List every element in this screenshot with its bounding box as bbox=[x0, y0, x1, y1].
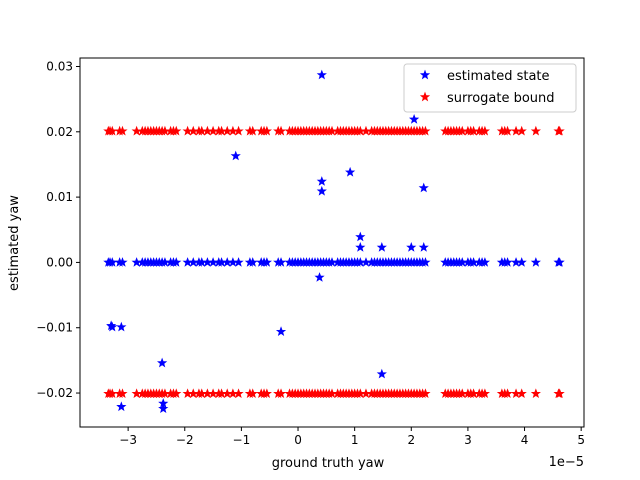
x-axis-offset-label: 1e−5 bbox=[549, 455, 584, 470]
surrogate-bound-lower-point bbox=[233, 388, 244, 399]
estimated-state-point bbox=[355, 231, 366, 242]
estimated-state-point bbox=[516, 257, 527, 267]
estimated-state-point bbox=[247, 257, 258, 267]
estimated-state-point bbox=[420, 257, 431, 267]
estimated-state-point bbox=[376, 368, 387, 379]
surrogate-bound-upper-point bbox=[247, 125, 258, 136]
estimated-state-point bbox=[230, 150, 241, 161]
estimated-state-point bbox=[418, 242, 429, 252]
surrogate-bound-lower-point bbox=[171, 388, 182, 399]
y-tick-label: 0.00 bbox=[46, 255, 73, 269]
legend-label-estimated-state: estimated state bbox=[447, 69, 550, 84]
x-tick-label: 1 bbox=[351, 433, 359, 447]
surrogate-bound-lower-point bbox=[247, 388, 258, 399]
estimated-state-point bbox=[316, 176, 327, 186]
x-axis-ticks: −3 −2 −1 0 1 2 3 4 5 bbox=[119, 427, 585, 447]
legend-label-surrogate-bound: surrogate bound bbox=[447, 91, 555, 106]
x-axis-label: ground truth yaw bbox=[272, 456, 385, 471]
legend-marker-estimated-state bbox=[419, 69, 431, 80]
estimated-state-point bbox=[418, 182, 429, 193]
y-tick-label: −0.01 bbox=[36, 321, 73, 335]
estimated-state-point bbox=[530, 257, 541, 267]
surrogate-bound-upper-point bbox=[530, 125, 541, 136]
estimated-state-point bbox=[116, 321, 127, 332]
y-axis-label: estimated yaw bbox=[7, 195, 22, 291]
x-tick-label: 2 bbox=[407, 433, 415, 447]
surrogate-bound-upper-point bbox=[171, 125, 182, 136]
estimated-state-point bbox=[233, 257, 244, 267]
estimated-state-point bbox=[158, 403, 169, 414]
surrogate-bound-lower-point bbox=[502, 388, 513, 399]
surrogate-bound-upper-point bbox=[275, 125, 287, 136]
y-tick-label: 0.01 bbox=[46, 190, 73, 204]
plot-frame bbox=[79, 57, 585, 428]
x-tick-label: 4 bbox=[521, 433, 529, 447]
surrogate-bound-lower-point bbox=[261, 388, 272, 399]
estimated-state-point bbox=[355, 242, 366, 252]
y-axis-ticks: −0.02 −0.01 0.00 0.01 0.02 0.03 bbox=[36, 59, 80, 400]
estimated-state-point bbox=[554, 257, 565, 267]
surrogate-bound-lower-point bbox=[117, 388, 128, 399]
estimated-state-point bbox=[316, 69, 327, 80]
x-tick-label: 0 bbox=[294, 433, 302, 447]
estimated-state-point bbox=[314, 272, 325, 282]
estimated-state-point bbox=[316, 185, 327, 196]
estimated-state-point bbox=[502, 257, 513, 267]
surrogate-bound-upper-point bbox=[261, 125, 272, 136]
estimated-state-point bbox=[409, 114, 420, 124]
surrogate-bound-lower-point bbox=[530, 388, 541, 399]
estimated-state-point bbox=[117, 257, 128, 267]
surrogate-bound-upper-point bbox=[516, 125, 527, 136]
y-tick-label: 0.03 bbox=[46, 59, 73, 73]
surrogate-bound-lower-point bbox=[420, 388, 431, 399]
surrogate-bound-lower-point bbox=[554, 388, 565, 399]
estimated-state-point bbox=[479, 257, 490, 267]
surrogate-bound-upper-point bbox=[420, 125, 431, 136]
estimated-state-point bbox=[406, 242, 417, 252]
estimated-state-point bbox=[261, 257, 272, 267]
x-tick-label: −1 bbox=[233, 433, 251, 447]
legend-box bbox=[403, 63, 577, 113]
estimated-state-point bbox=[275, 257, 287, 267]
estimated-state-point bbox=[171, 257, 182, 267]
estimated-state-point bbox=[376, 242, 387, 252]
y-tick-label: −0.02 bbox=[36, 386, 73, 400]
x-tick-label: −2 bbox=[176, 433, 194, 447]
x-tick-label: 5 bbox=[577, 433, 585, 447]
estimated-state-point bbox=[345, 166, 356, 177]
estimated-state-point bbox=[107, 321, 118, 332]
legend-marker-surrogate-bound bbox=[419, 91, 431, 102]
estimated-state-point bbox=[275, 326, 287, 336]
surrogate-bound-upper-point bbox=[479, 125, 490, 136]
surrogate-bound-lower-point bbox=[516, 388, 527, 399]
surrogate-bound-upper-point bbox=[554, 125, 565, 136]
surrogate-bound-upper-point bbox=[117, 125, 128, 136]
plot-area bbox=[80, 58, 584, 427]
surrogate-bound-upper-point bbox=[502, 125, 513, 136]
legend: estimated state surrogate bound bbox=[403, 63, 577, 113]
surrogate-bound-lower-point bbox=[275, 388, 287, 399]
estimated-state-point bbox=[157, 357, 168, 368]
y-tick-label: 0.02 bbox=[46, 125, 73, 139]
chart-marks bbox=[103, 69, 565, 414]
surrogate-bound-lower-point bbox=[479, 388, 490, 399]
x-tick-label: 3 bbox=[464, 433, 472, 447]
surrogate-bound-upper-point bbox=[233, 125, 244, 136]
estimated-state-point bbox=[116, 401, 127, 412]
x-tick-label: −3 bbox=[119, 433, 137, 447]
